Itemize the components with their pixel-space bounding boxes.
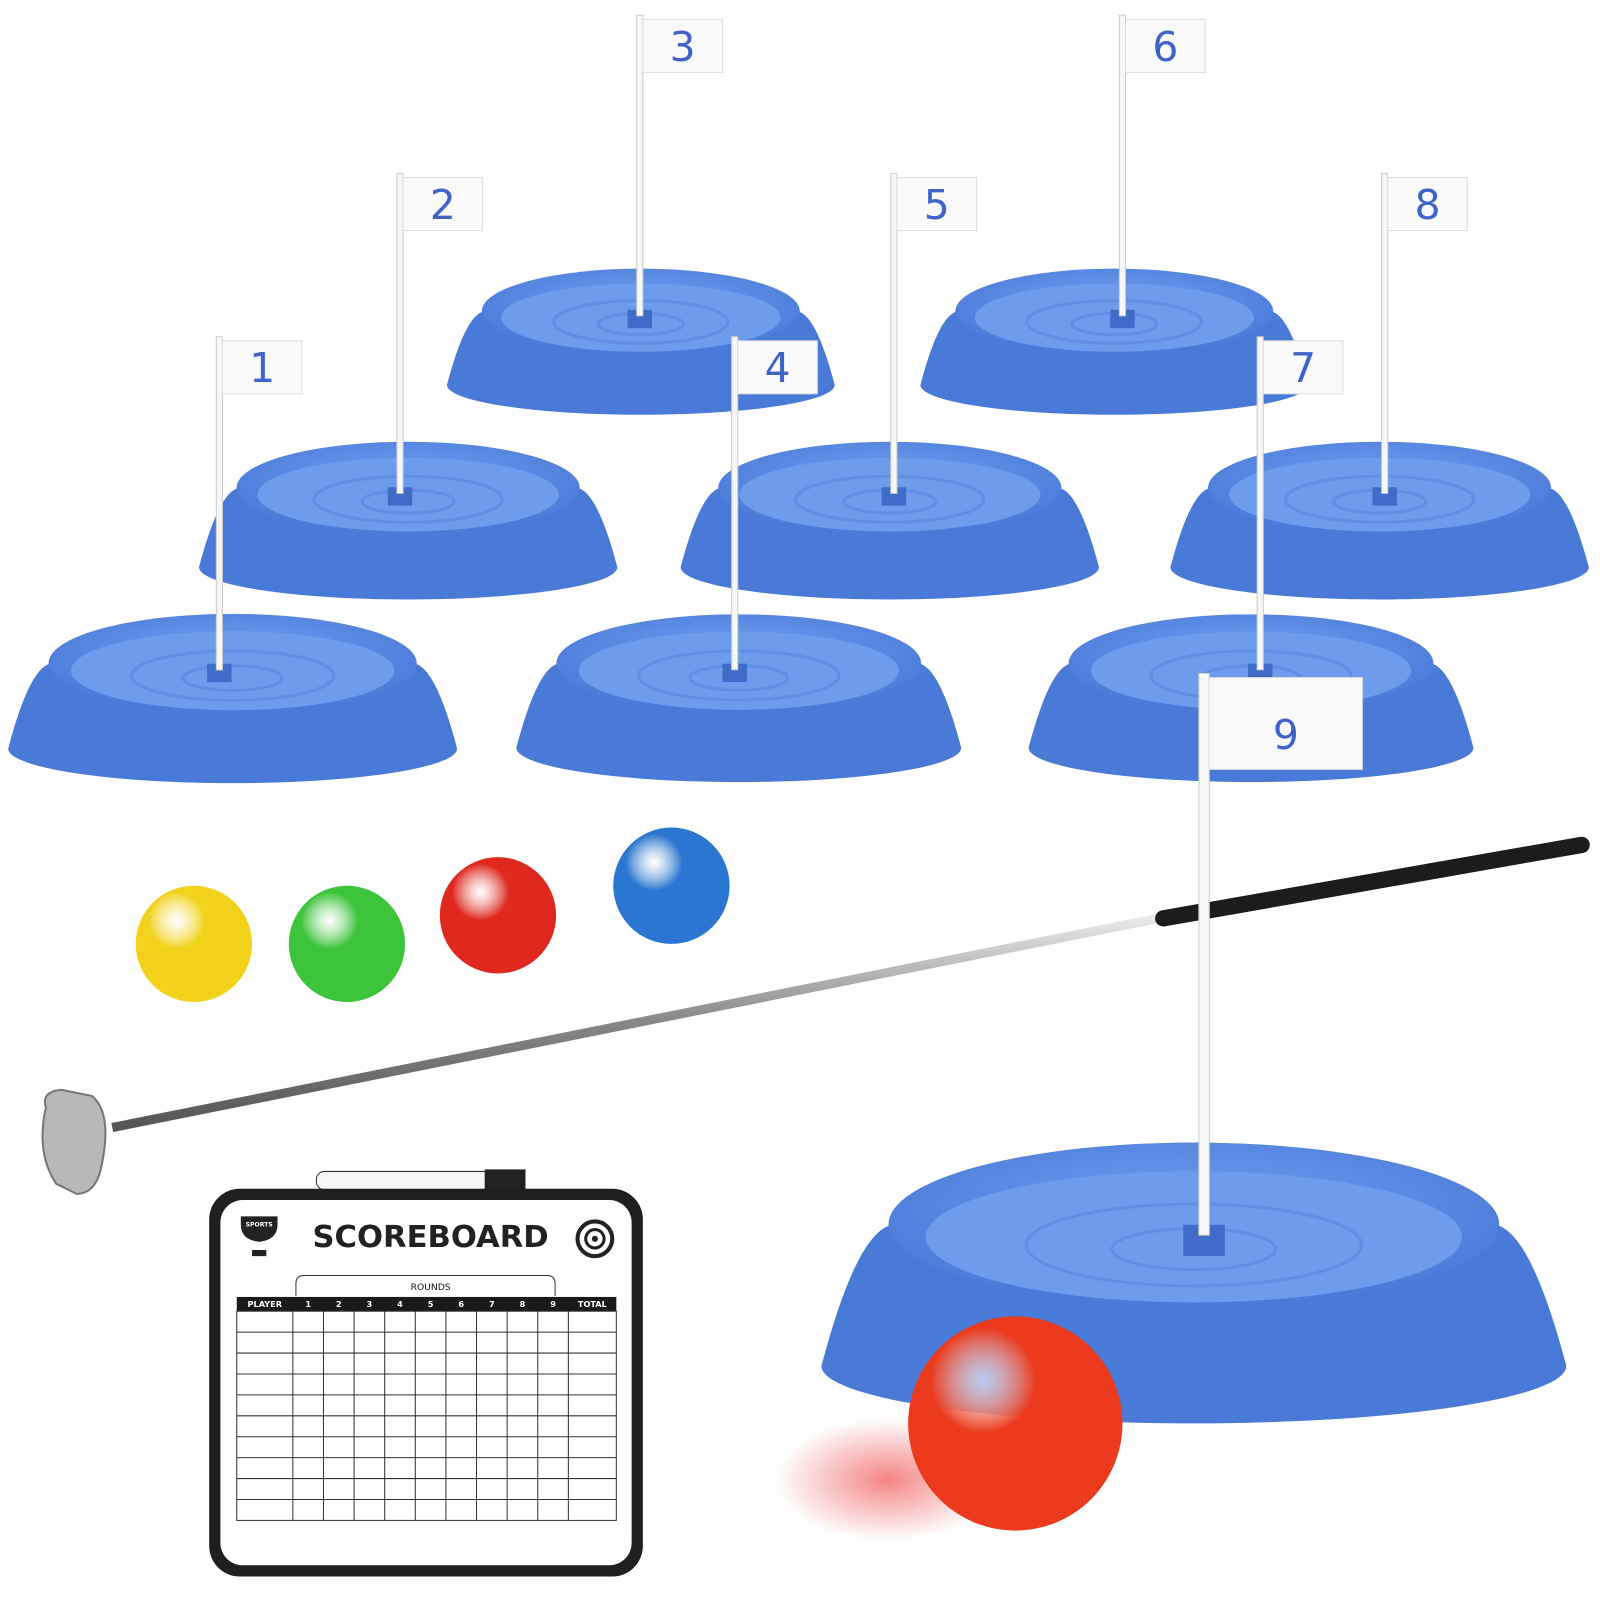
flag — [896, 177, 978, 232]
pole-holder — [1110, 309, 1135, 329]
target-icon — [575, 1219, 615, 1259]
putting-cup-1: IGRL 1 — [8, 336, 458, 784]
flag-pole — [1118, 14, 1127, 317]
pole-holder — [1372, 487, 1397, 506]
column-header: 3 — [367, 1299, 373, 1309]
flag-number: 7 — [1290, 344, 1316, 392]
pole-holder — [387, 487, 413, 506]
putter — [41, 836, 1590, 1195]
flag-number: 8 — [1415, 181, 1441, 229]
brand-logo: IGRL — [1345, 549, 1413, 581]
red-large-golf-ball — [908, 1316, 1123, 1531]
putter-grip — [1155, 836, 1590, 927]
pole-holder — [207, 663, 232, 683]
brand-logo: IGRL — [374, 549, 442, 581]
putting-cup-4: IGRL 4 — [516, 336, 962, 783]
putting-cup-2: IGRL 2 — [198, 172, 618, 600]
marker-cap — [484, 1169, 526, 1192]
flag-pole — [1381, 172, 1389, 494]
cup-dish — [71, 631, 395, 711]
flag — [1125, 18, 1206, 73]
column-header: PLAYER — [248, 1299, 283, 1309]
putting-cup-9: IGRL 9 — [821, 672, 1567, 1424]
flag-pole — [1256, 336, 1264, 671]
flag-number: 2 — [430, 181, 456, 229]
column-header: 5 — [428, 1299, 434, 1309]
flag-pole — [731, 336, 739, 671]
rounds-label: ROUNDS — [411, 1282, 451, 1293]
flag-number: 5 — [924, 181, 950, 229]
column-header: TOTAL — [578, 1299, 607, 1309]
green-golf-ball — [288, 885, 406, 1003]
putting-cup-8: IGRL 8 — [1170, 172, 1589, 600]
flag — [737, 340, 818, 395]
putter-head — [41, 1088, 107, 1195]
column-header: 7 — [489, 1299, 495, 1309]
yellow-golf-ball — [135, 885, 253, 1003]
scoreboard-title: SCOREBOARD — [313, 1220, 549, 1255]
brand-logo: IGRL — [199, 731, 267, 763]
flag-number: 6 — [1152, 23, 1178, 71]
brand-logo: IGRL — [1080, 366, 1148, 398]
brand-logo: IGRL — [705, 730, 773, 762]
pole-holder — [627, 309, 653, 329]
flag-number: 3 — [670, 23, 696, 71]
flag — [221, 340, 303, 395]
putting-cup-5: IGRL 5 — [680, 172, 1099, 600]
flag-pole — [636, 14, 644, 317]
flag-number: 4 — [765, 344, 791, 392]
red-golf-ball — [439, 857, 557, 974]
flag — [642, 18, 723, 73]
trophy-icon — [240, 1216, 278, 1257]
flag-pole — [1198, 672, 1210, 1236]
flag — [1387, 177, 1468, 232]
column-header: 1 — [305, 1299, 311, 1309]
flag-number: 1 — [249, 344, 275, 392]
putter-shaft — [111, 908, 1185, 1133]
flag-pole — [215, 336, 223, 671]
flag — [1262, 340, 1344, 395]
pole-holder — [722, 663, 747, 683]
column-header: 6 — [458, 1299, 464, 1309]
putting-cup-6: IGRL 6 — [920, 14, 1309, 415]
flag-pole — [890, 172, 898, 494]
brand-logo: IGRL — [856, 549, 924, 581]
flag-pole — [396, 172, 404, 494]
trophy-label: SPORTS — [246, 1222, 273, 1229]
brand-logo: IGRL — [607, 366, 675, 398]
pole-holder — [881, 487, 907, 506]
flag — [402, 177, 484, 232]
flag — [1208, 677, 1363, 770]
column-header: 8 — [520, 1299, 526, 1309]
column-header: 9 — [550, 1299, 556, 1309]
brand-logo: IGRL — [1160, 1353, 1228, 1385]
flag-number: 9 — [1273, 711, 1299, 759]
table-header — [236, 1296, 617, 1312]
blue-golf-ball — [613, 827, 730, 944]
scoreboard: SCOREBOARD SPORTS ROUNDS PLAYER 1 2 3 4 5 6 7 8 9 TOT… — [209, 1169, 643, 1577]
column-header: 2 — [336, 1299, 342, 1309]
column-header: 4 — [397, 1299, 403, 1309]
